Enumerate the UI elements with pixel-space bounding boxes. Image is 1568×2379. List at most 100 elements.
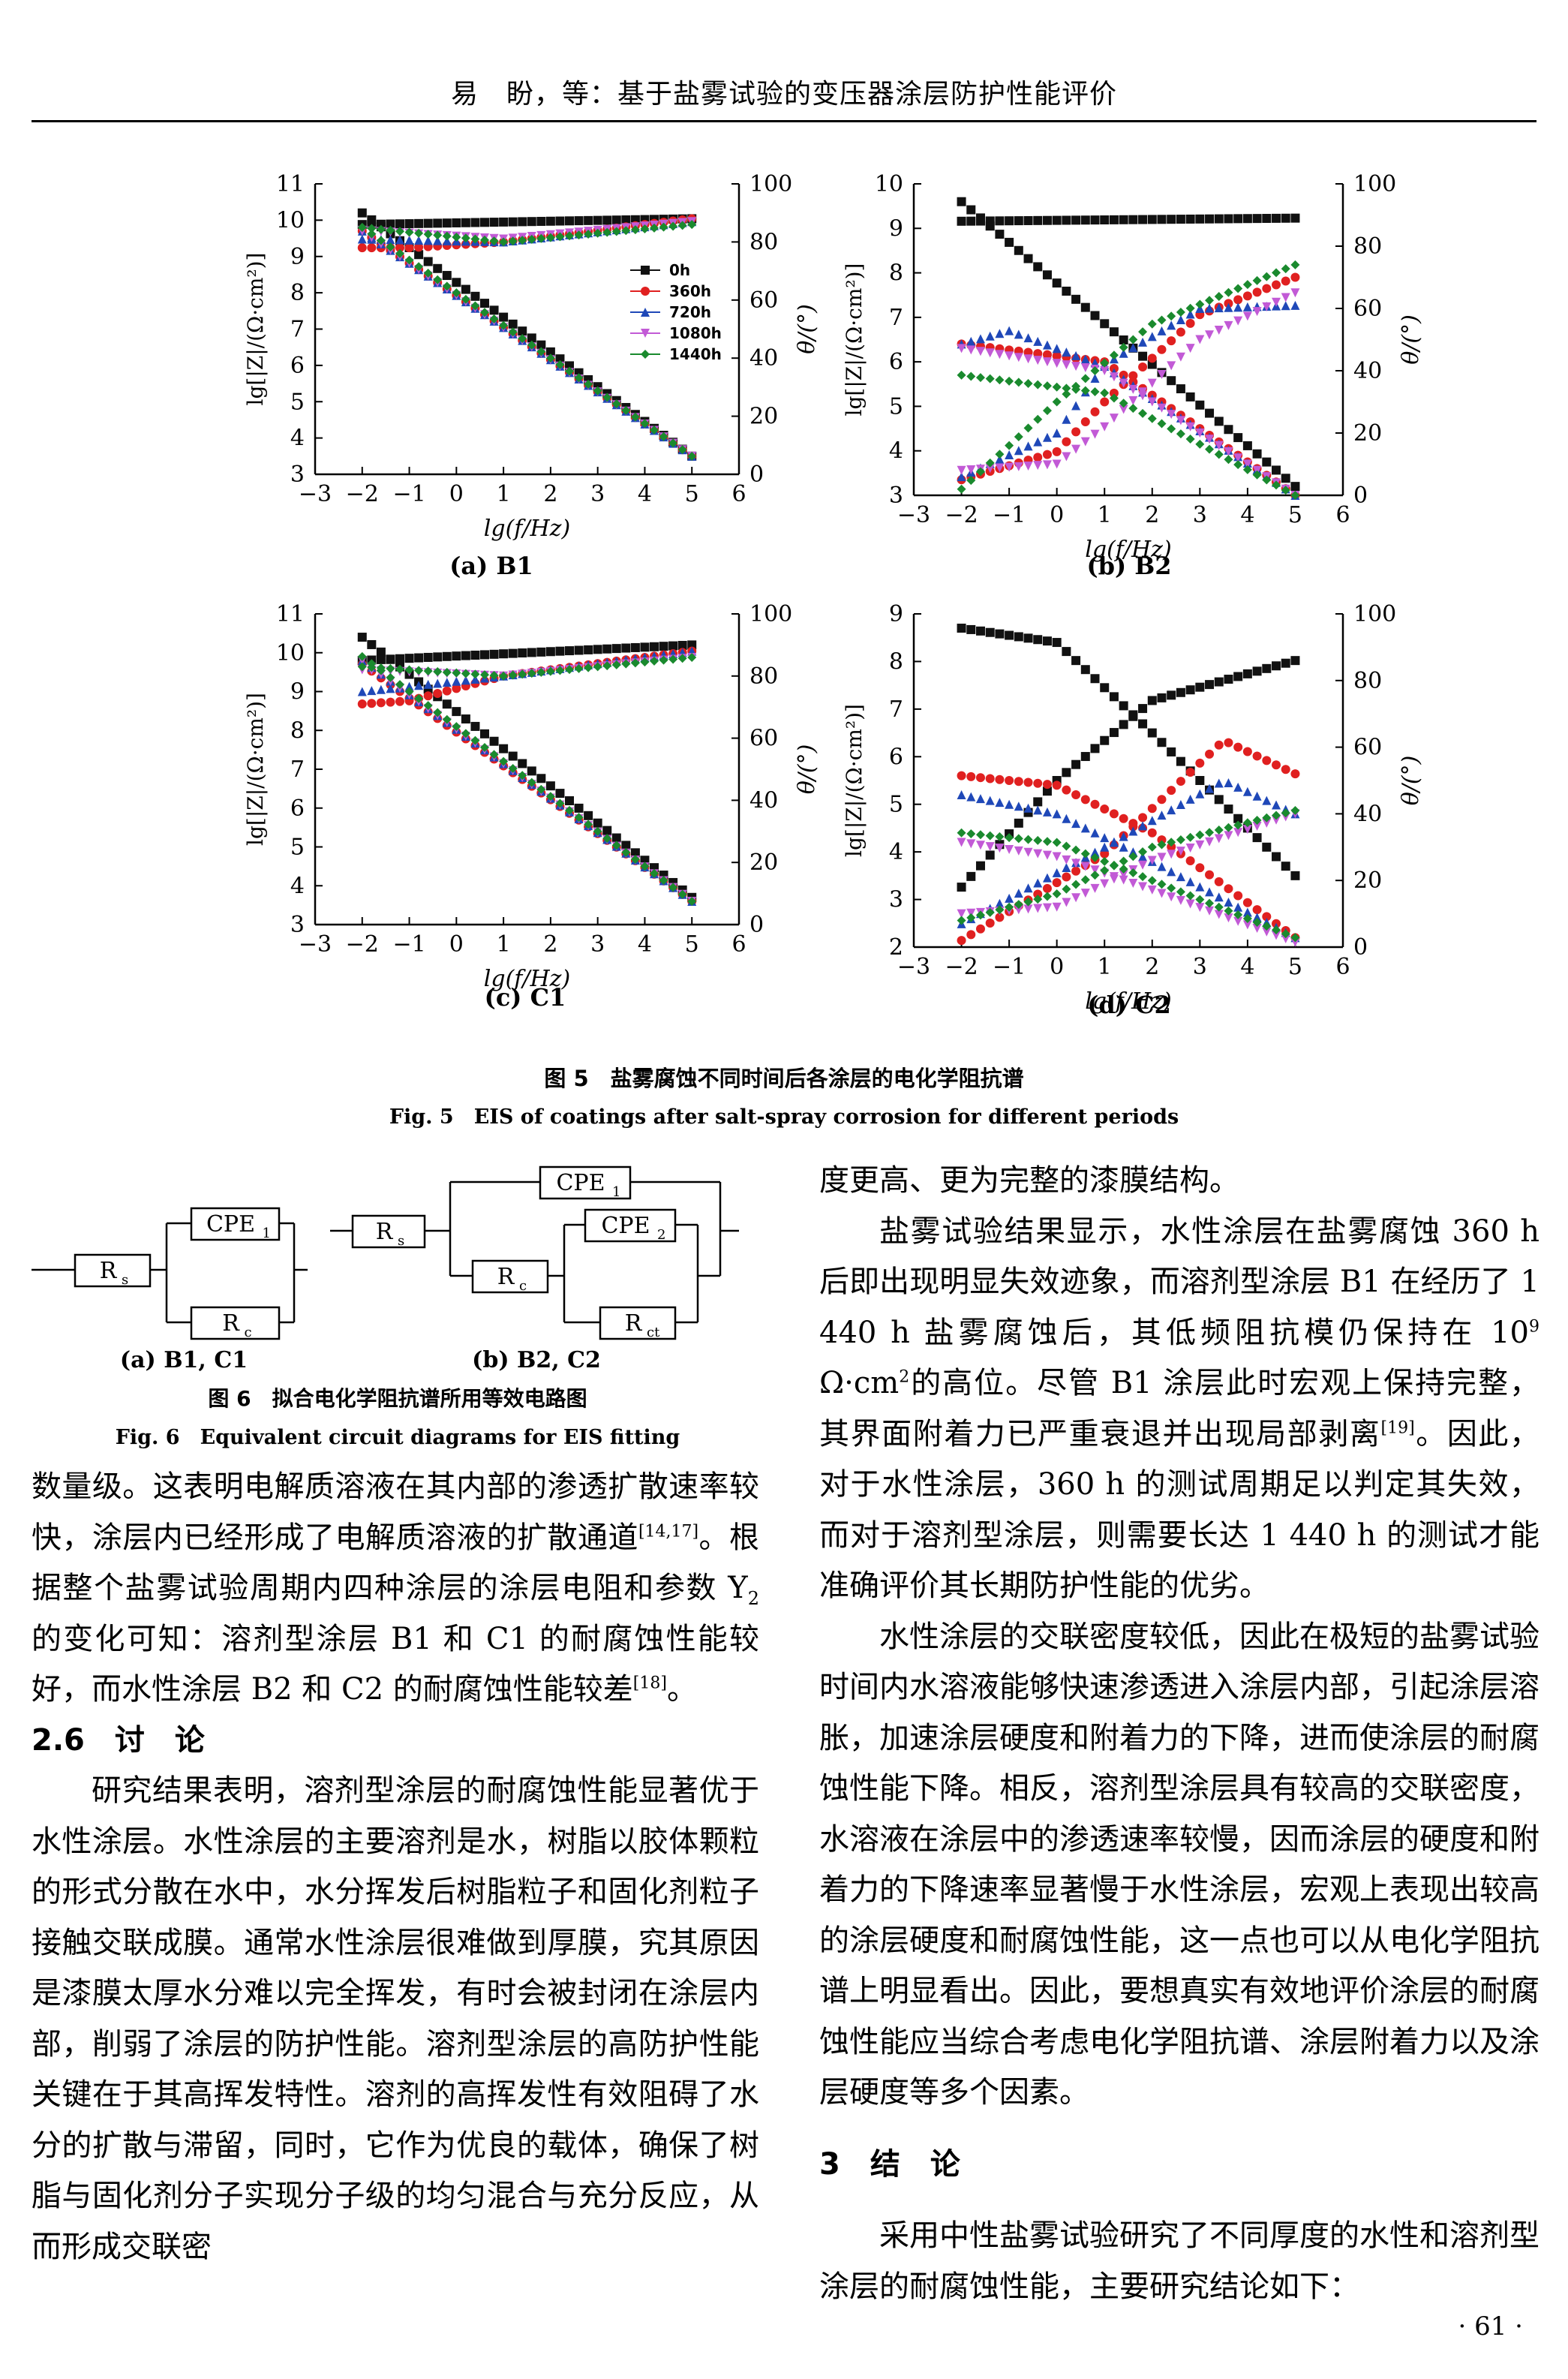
data-point (1119, 335, 1128, 345)
y-left-tick-label: 5 (290, 835, 305, 861)
data-point (1005, 376, 1014, 386)
data-point (565, 646, 574, 656)
cpe-1-sub: 1 (612, 1184, 620, 1200)
data-point (1100, 397, 1110, 407)
data-point (442, 686, 452, 696)
data-point (1033, 437, 1043, 447)
data-point (1033, 349, 1043, 359)
data-point (1242, 818, 1252, 828)
data-point (1128, 711, 1138, 721)
data-point (593, 228, 602, 238)
data-point (1138, 704, 1148, 714)
data-point (414, 218, 424, 228)
figure-5-eis-plots: −3 −2 −1 0 1 2 3 4 5 634567891011020406080100lg(f… (243, 171, 1424, 1019)
data-point (1252, 833, 1262, 843)
data-point (1157, 840, 1167, 850)
data-point (985, 374, 995, 383)
data-point (1100, 735, 1110, 745)
data-point (957, 936, 966, 946)
data-point (1090, 366, 1100, 375)
data-point (1005, 844, 1014, 854)
x-tick-label: 4 (1240, 954, 1254, 980)
data-point (975, 216, 985, 226)
data-point (1052, 359, 1062, 368)
data-point (1185, 891, 1195, 901)
data-point (1052, 344, 1062, 353)
data-point (1005, 902, 1014, 912)
data-point (1290, 871, 1300, 880)
data-point (461, 284, 470, 294)
data-point (668, 654, 678, 664)
data-point (1185, 856, 1195, 865)
y-right-tick-label: 0 (1353, 934, 1368, 961)
data-point (1157, 369, 1167, 379)
data-point (1119, 814, 1128, 823)
data-point (1109, 414, 1119, 423)
data-point (404, 227, 414, 237)
data-point (611, 227, 621, 236)
data-point (1224, 320, 1233, 330)
y-right-tick-label: 60 (749, 726, 778, 752)
data-point (1100, 833, 1110, 843)
x-tick-label: −3 (299, 931, 332, 958)
data-point (1233, 672, 1243, 681)
data-point (1224, 906, 1233, 916)
data-point (414, 250, 424, 260)
data-point (508, 327, 518, 337)
y-left-tick-label: 3 (290, 462, 305, 488)
panel-label: (b) B2 (1086, 552, 1171, 580)
resistor-rc-label: R (222, 1310, 240, 1337)
data-point (461, 729, 470, 738)
data-point (461, 218, 470, 227)
data-point (376, 647, 386, 657)
data-point (1272, 480, 1281, 490)
data-point (1100, 422, 1110, 432)
data-point (395, 243, 404, 253)
y-left-tick-label: 4 (889, 839, 903, 865)
data-point (1272, 852, 1281, 862)
data-point (584, 663, 593, 672)
x-tick-label: 1 (1098, 954, 1112, 980)
data-point (1023, 633, 1033, 643)
data-point (1090, 865, 1100, 875)
x-tick-label: 6 (731, 931, 746, 958)
data-point (1185, 303, 1195, 313)
x-tick-label: 1 (1098, 502, 1112, 528)
data-point (1023, 333, 1033, 343)
data-point (1176, 777, 1185, 786)
data-point (1033, 336, 1043, 346)
data-point (376, 236, 386, 245)
data-point (1185, 877, 1195, 886)
data-point (687, 896, 697, 906)
data-point (1080, 363, 1090, 373)
resistor-rs (74, 1253, 152, 1288)
data-point (1033, 356, 1043, 365)
data-point (1262, 457, 1272, 467)
data-point (545, 233, 555, 242)
data-point (461, 714, 470, 724)
y-left-axis-label: lg[|Z|/(Ω·cm²)] (243, 693, 268, 846)
data-point (423, 218, 433, 228)
data-point (527, 217, 536, 227)
data-point (1252, 307, 1262, 317)
y-left-tick-label: 9 (889, 215, 903, 242)
right-p1-text-b: Ω·cm (819, 1366, 900, 1400)
data-point (1071, 401, 1081, 411)
data-point (1071, 819, 1081, 829)
data-point (423, 230, 433, 239)
resistor-rs-label: R (100, 1258, 118, 1284)
data-point (1090, 883, 1100, 893)
data-point (677, 640, 687, 650)
data-point (966, 205, 976, 215)
data-point (1281, 264, 1290, 274)
data-point (1272, 925, 1281, 935)
data-point (1042, 786, 1052, 796)
resistor-rs-sub: s (398, 1233, 404, 1249)
data-point (1176, 895, 1185, 905)
y-left-tick-label: 2 (889, 934, 903, 961)
data-point (1128, 335, 1138, 344)
data-point (1138, 351, 1148, 361)
data-point (1157, 811, 1167, 820)
data-point (1242, 786, 1252, 796)
data-point (423, 679, 433, 689)
